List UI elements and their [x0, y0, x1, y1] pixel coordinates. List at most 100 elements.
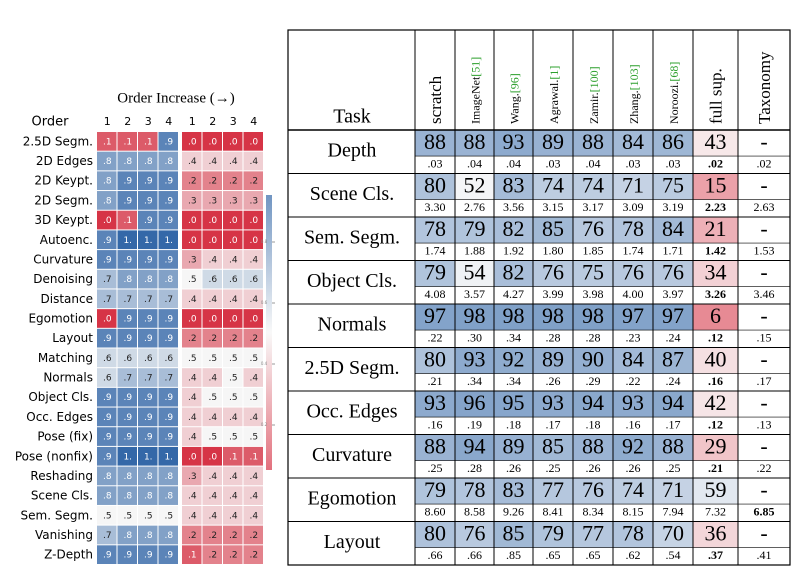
cell-label: 1.: [144, 236, 153, 246]
heat-cell: [202, 505, 222, 525]
cell-label: .3: [188, 472, 197, 482]
heat-cell: [117, 151, 137, 171]
loss-value: 6.85: [754, 505, 775, 519]
cell-label: .9: [144, 413, 153, 423]
heat-cell: [223, 230, 243, 250]
win-cell: [573, 434, 613, 461]
win-rate: 93: [464, 347, 486, 372]
heat-cell: [202, 446, 222, 466]
cell-label: .8: [164, 531, 173, 541]
loss-value: .34: [467, 374, 482, 388]
cell-label: .9: [103, 433, 112, 443]
heat-cell: [158, 545, 178, 564]
cell-label: .8: [123, 531, 132, 541]
cell-label: .4: [249, 472, 258, 482]
win-rate: -: [760, 216, 767, 241]
cell-label: .2: [188, 177, 197, 187]
win-cell: [693, 434, 738, 461]
heat-cell: [117, 427, 137, 446]
loss-value: .26: [546, 374, 561, 388]
loss-value: .28: [467, 461, 482, 475]
heat-cell: [97, 210, 117, 230]
heat-cell: [202, 328, 222, 348]
cell-label: .9: [144, 216, 153, 226]
cell-label: .0: [188, 216, 197, 226]
row-label: Scene Cls.: [31, 489, 93, 503]
cell-label: .0: [208, 236, 217, 246]
win-cell: [613, 304, 653, 331]
cell-label: .8: [144, 275, 153, 285]
win-rate: 71: [662, 477, 684, 502]
cell-label: .8: [164, 472, 173, 482]
cell-label: .5: [208, 354, 217, 364]
win-cell: [533, 434, 573, 461]
citation: [1]: [547, 66, 561, 80]
column-header: ImageNet[51]: [468, 57, 482, 124]
heat-cell: [243, 328, 263, 348]
win-cell: [693, 217, 738, 244]
heat-cell: [97, 466, 117, 486]
heat-cell: [182, 151, 202, 171]
loss-value: 1.42: [705, 244, 726, 258]
cell-label: .9: [123, 255, 132, 265]
loss-value: .26: [626, 461, 641, 475]
column-header: Wang.[96]: [507, 73, 521, 124]
win-cell: [653, 304, 693, 331]
cell-label: .0: [208, 137, 217, 147]
win-cell: [653, 478, 693, 505]
cell-label: .0: [229, 236, 238, 246]
heat-cell: [138, 250, 158, 269]
heat-cell: [158, 486, 178, 505]
win-cell: [653, 521, 693, 548]
cell-label: .8: [164, 492, 173, 502]
loss-value: 3.15: [543, 200, 564, 214]
heat-cell: [182, 191, 202, 210]
win-cell: [653, 217, 693, 244]
heat-cell: [182, 348, 202, 368]
cell-label: .9: [123, 196, 132, 206]
loss-value: .16: [708, 374, 723, 388]
cell-label: 1.: [164, 236, 173, 246]
heat-cell: [138, 151, 158, 171]
cell-label: .8: [164, 275, 173, 285]
heat-cell: [97, 387, 117, 407]
win-rate: 75: [582, 260, 604, 285]
loss-value: .02: [708, 157, 723, 171]
row-label: Vanishing: [35, 528, 93, 542]
row-label: Occ. Edges: [26, 410, 93, 424]
heat-cell: [182, 210, 202, 230]
cell-label: .4: [188, 492, 197, 502]
win-rate: 86: [662, 129, 684, 154]
cell-label: .9: [144, 551, 153, 561]
heatmap-title: Order Increase (→): [117, 90, 234, 106]
win-rate: 87: [662, 347, 684, 372]
cell-label: .6: [229, 275, 238, 285]
heat-cell: [202, 289, 222, 309]
heat-cell: [97, 289, 117, 309]
cell-label: .9: [123, 433, 132, 443]
heat-cell: [158, 269, 178, 289]
heat-cell: [182, 525, 202, 545]
win-cell: [613, 478, 653, 505]
win-cell: [533, 130, 573, 157]
win-cell: [573, 304, 613, 331]
cell-label: .4: [229, 255, 238, 265]
cell-label: .9: [164, 551, 173, 561]
win-rate: 77: [542, 477, 564, 502]
heat-cell: [158, 407, 178, 427]
loss-value: .29: [586, 374, 601, 388]
win-rate: 70: [662, 521, 684, 546]
win-cell: [653, 391, 693, 418]
win-rate: -: [760, 303, 767, 328]
loss-value: .54: [666, 548, 681, 562]
cell-label: .9: [123, 314, 132, 324]
heat-cell: [117, 466, 137, 486]
cell-label: .4: [208, 157, 217, 167]
heat-cell: [223, 151, 243, 171]
win-cell: [573, 521, 613, 548]
win-rate: 98: [542, 303, 564, 328]
heat-cell: [243, 191, 263, 210]
cell-label: .5: [188, 275, 197, 285]
cell-label: .4: [188, 157, 197, 167]
win-rate: 94: [662, 390, 684, 415]
